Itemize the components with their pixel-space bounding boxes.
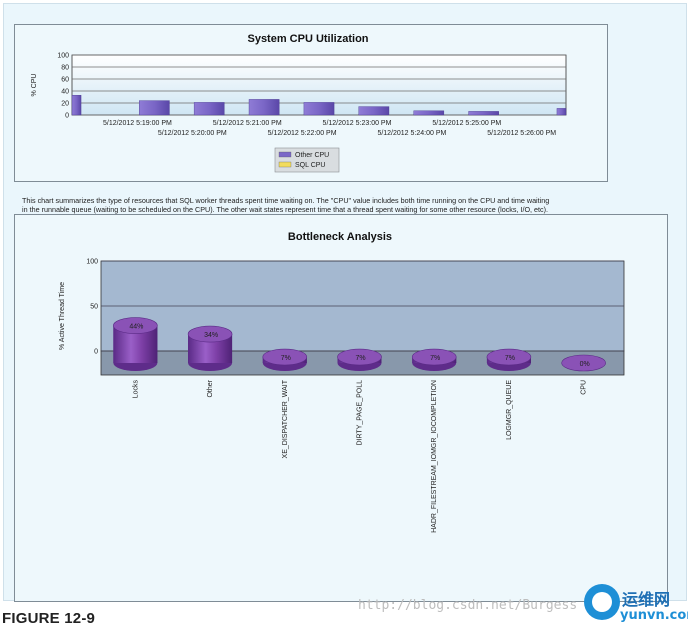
cylinder-top: [486, 348, 532, 366]
x-tick-label: 5/12/2012 5:20:00 PM: [158, 130, 227, 137]
x-category-label: LOGMGR_QUEUE: [506, 380, 513, 440]
cylinder-bar: [113, 317, 158, 371]
chart-title: System CPU Utilization: [247, 33, 368, 45]
legend-swatch: [278, 161, 292, 168]
y-tick-label: 60: [61, 77, 69, 84]
x-tick-label: 5/12/2012 5:19:00 PM: [103, 120, 172, 127]
data-label: 7%: [281, 355, 291, 362]
chart-legend: Other CPU SQL CPU: [274, 147, 340, 173]
chart-title: Bottleneck Analysis: [288, 231, 392, 243]
cpu-bar: [413, 110, 445, 116]
x-category-label: DIRTY_PAGE_POLL: [357, 380, 364, 446]
cylinder-top: [262, 348, 308, 366]
cylinder-bar: [187, 325, 233, 371]
x-category-label: HADR_FILESTREAM_IOMGR_IOCOMPLETION: [431, 380, 438, 533]
watermark-text: http://blog.csdn.net/Burgess: [358, 598, 578, 613]
cpu-utilization-chart: System CPU Utilization 0 20 40 60 80 100 % CPU 5…: [31, 33, 567, 173]
legend-label: SQL CPU: [295, 162, 325, 169]
y-axis-label: % CPU: [31, 74, 38, 97]
cpu-bar: [358, 106, 390, 116]
x-tick-label: 5/12/2012 5:21:00 PM: [213, 120, 282, 127]
cpu-bar: [556, 108, 567, 116]
x-tick-label: 5/12/2012 5:22:00 PM: [268, 130, 337, 137]
logo-en-text: yunvn.com: [620, 608, 688, 623]
logo-cn-text: 运维网: [622, 590, 671, 609]
y-tick-label: 40: [61, 89, 69, 96]
y-tick-label: 0: [94, 349, 98, 356]
logo-mark-icon: [584, 584, 620, 620]
y-tick-label: 50: [90, 304, 98, 311]
y-tick-label: 80: [61, 65, 69, 72]
description-line: This chart summarizes the type of resour…: [22, 196, 550, 205]
cylinder-bar: [262, 348, 308, 371]
y-tick-label: 100: [57, 53, 69, 60]
x-category-label: XE_DISPATCHER_WAIT: [282, 379, 289, 458]
x-category-label: Locks: [132, 380, 139, 399]
legend-label: Other CPU: [295, 152, 329, 159]
cylinder-bar: [411, 348, 457, 371]
data-label: 7%: [430, 355, 440, 362]
cylinder-bar: [561, 354, 606, 372]
x-category-label: Other: [207, 379, 214, 397]
cpu-bar: [468, 111, 499, 116]
data-label: 34%: [204, 332, 218, 339]
cpu-bar: [139, 100, 170, 116]
y-tick-label: 0: [65, 113, 69, 120]
x-tick-label: 5/12/2012 5:26:00 PM: [487, 130, 556, 137]
cylinder-top: [411, 348, 457, 366]
x-tick-label: 5/12/2012 5:23:00 PM: [323, 120, 392, 127]
figure-label: FIGURE 12-9: [2, 610, 96, 627]
y-tick-label: 20: [61, 101, 69, 108]
cylinder-bar: [486, 348, 532, 371]
cylinder-top: [187, 325, 233, 343]
bottleneck-analysis-chart: Bottleneck Analysis 0 50 100 % Active Thread…: [59, 231, 625, 533]
description-line: in the runnable queue (waiting to be sch…: [22, 205, 549, 214]
x-tick-label: 5/12/2012 5:25:00 PM: [432, 120, 501, 127]
data-label: 44%: [129, 324, 143, 331]
x-category-label: CPU: [581, 380, 588, 395]
data-label: 7%: [505, 355, 515, 362]
legend-swatch: [278, 151, 292, 158]
cylinder-top: [113, 317, 158, 334]
site-logo: 运维网 yunvn.com: [584, 584, 688, 628]
x-tick-label: 5/12/2012 5:24:00 PM: [377, 130, 446, 137]
cylinder-top: [337, 348, 382, 366]
y-tick-label: 100: [86, 259, 98, 266]
y-axis-label: % Active Thread Time: [59, 282, 66, 350]
chart-description: This chart summarizes the type of resour…: [22, 196, 662, 214]
cpu-bar: [193, 102, 225, 116]
cpu-bar: [248, 99, 280, 116]
data-label: 0%: [580, 361, 590, 368]
cpu-bar: [303, 102, 335, 116]
cylinder-top: [561, 354, 606, 372]
cylinder-bar: [337, 348, 382, 371]
cpu-bar: [71, 94, 82, 116]
data-label: 7%: [355, 355, 365, 362]
